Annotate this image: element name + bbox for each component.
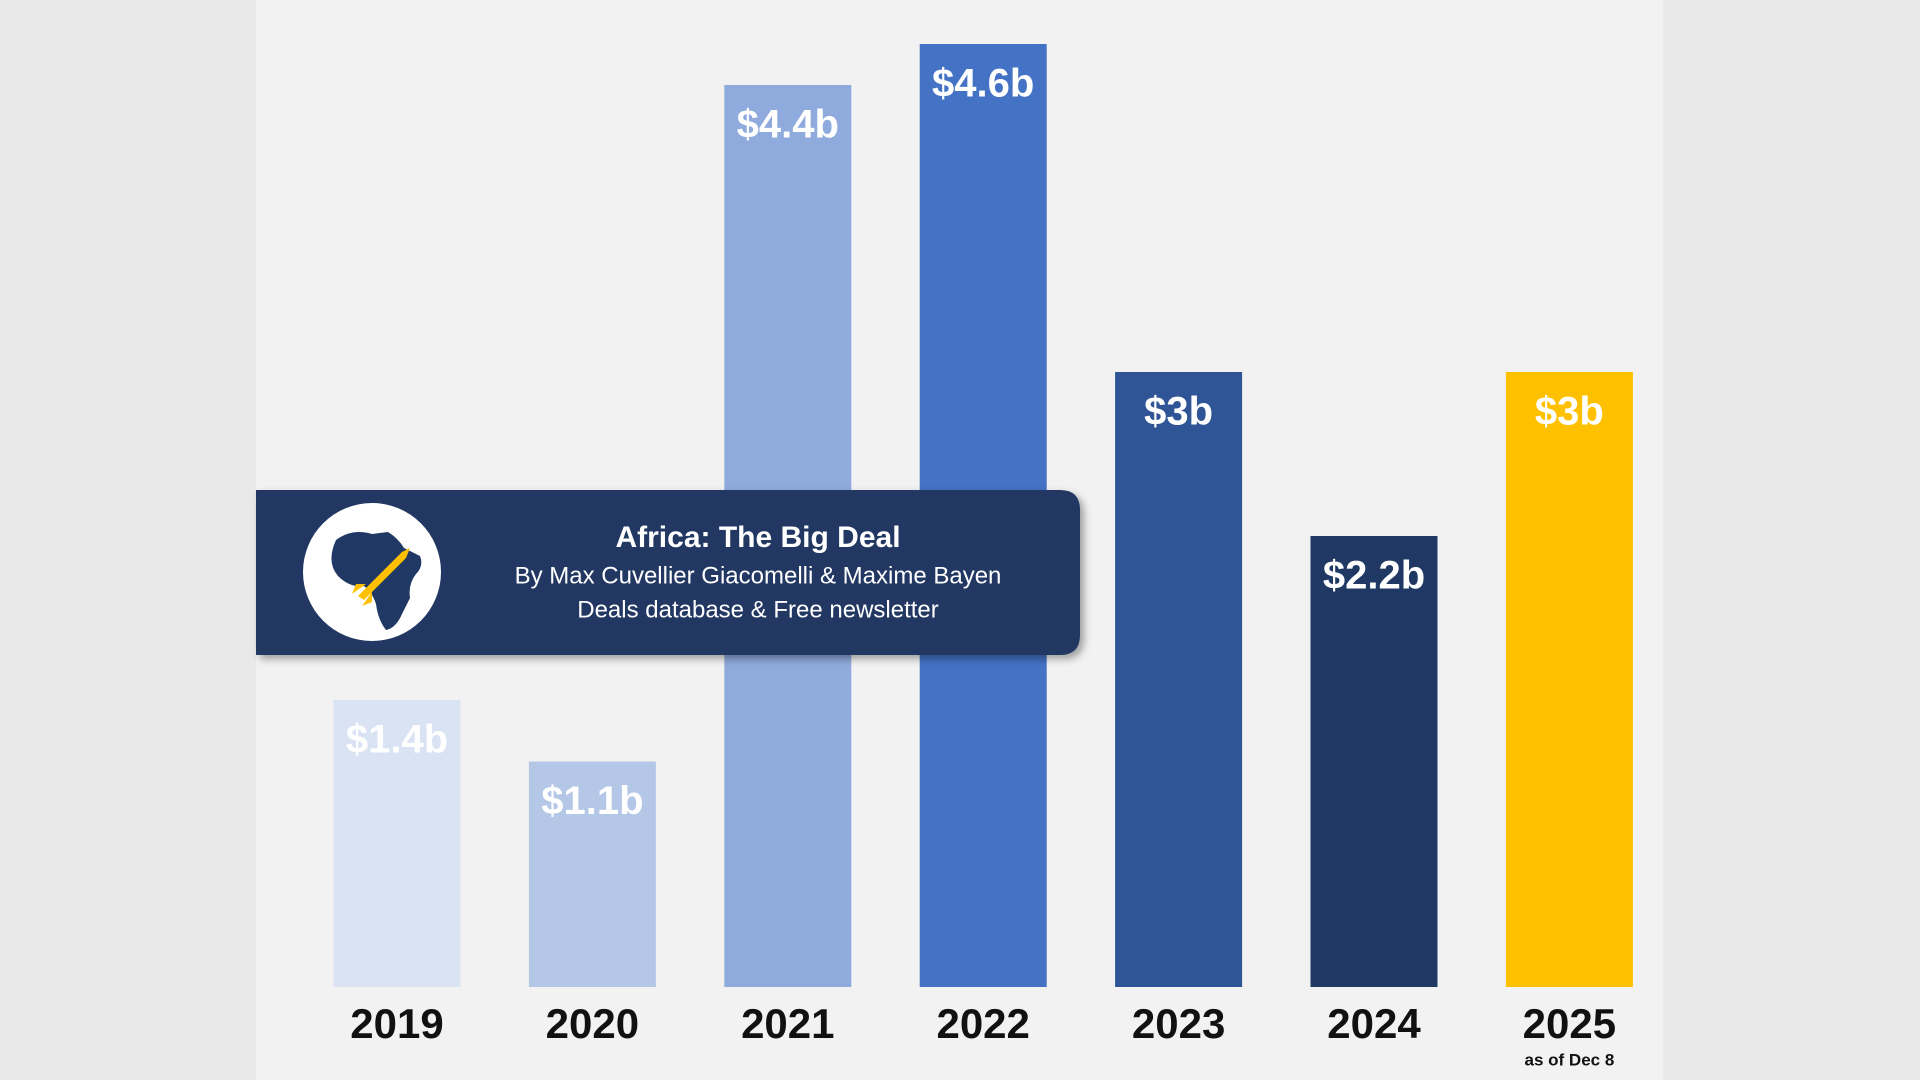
value-label: $2.2b [1323, 554, 1425, 598]
banner: Africa: The Big Deal By Max Cuvellier Gi… [256, 490, 1080, 655]
value-label: $1.4b [346, 718, 448, 762]
bar [1115, 372, 1243, 987]
logo-rocket [352, 548, 410, 606]
banner-tagline: Deals database & Free newsletter [577, 596, 939, 623]
banner-byline: By Max Cuvellier Giacomelli & Maxime Bay… [515, 562, 1002, 589]
value-label: $3b [1535, 390, 1604, 434]
value-label: $3b [1144, 390, 1213, 434]
bar [1505, 372, 1633, 987]
value-label: $1.1b [541, 779, 643, 823]
x-tick-label: 2020 [546, 1000, 639, 1047]
x-tick-label: 2025 [1523, 1000, 1616, 1047]
x-annotation: as of Dec 8 [1525, 1050, 1615, 1069]
bar [528, 761, 656, 987]
banner-box [256, 490, 1080, 655]
x-tick-label: 2019 [350, 1000, 443, 1047]
x-tick-label: 2021 [741, 1000, 834, 1047]
value-label: $4.6b [932, 62, 1034, 106]
value-label: $4.4b [737, 103, 839, 147]
x-tick-label: 2022 [936, 1000, 1029, 1047]
bar [1310, 536, 1438, 987]
banner-title: Africa: The Big Deal [615, 521, 900, 554]
x-tick-label: 2023 [1132, 1000, 1225, 1047]
bar [333, 700, 461, 987]
x-tick-label: 2024 [1327, 1000, 1421, 1047]
